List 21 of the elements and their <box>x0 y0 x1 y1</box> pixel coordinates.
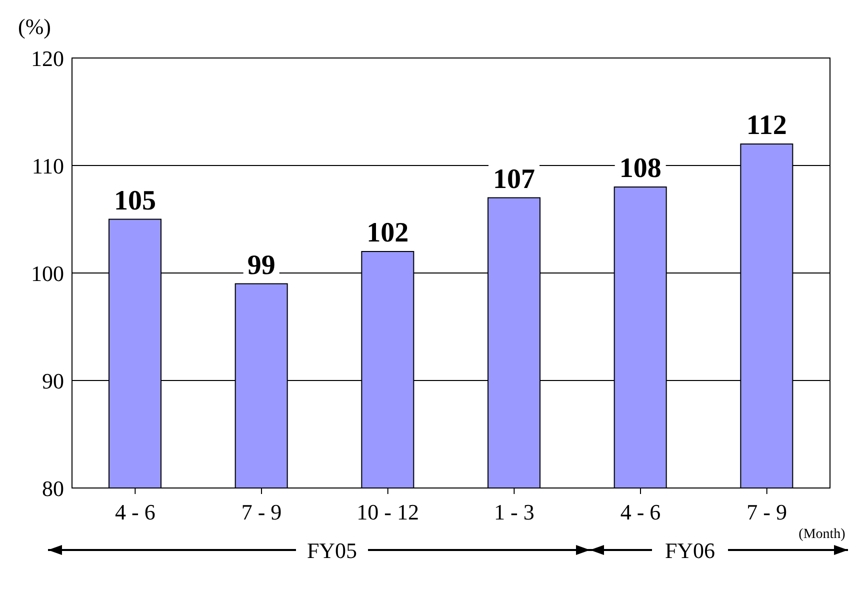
x-tick-label: 4 - 6 <box>115 500 156 525</box>
x-tick-label: 10 - 12 <box>356 500 419 525</box>
data-label: 107 <box>493 164 535 195</box>
y-tick-label: 80 <box>42 476 64 501</box>
y-tick-label: 110 <box>32 153 64 178</box>
text: FY05 <box>306 538 358 563</box>
y-tick-label: 90 <box>42 368 64 394</box>
y-axis-title: (%) <box>18 14 51 39</box>
x-tick-label: 4 - 6 <box>620 500 661 525</box>
x-tick-label: 7 - 9 <box>746 500 787 525</box>
data-label: 112 <box>746 110 787 141</box>
data-label: 102 <box>366 218 409 248</box>
y-tick-label: 120 <box>31 46 64 71</box>
text: (Month) <box>798 527 846 542</box>
y-tick-label: 100 <box>31 260 64 286</box>
x-tick-label: 7 - 9 <box>241 500 282 525</box>
x-tick-label: 1 - 3 <box>494 500 534 525</box>
data-label: 108 <box>619 153 662 184</box>
text: FY06 <box>664 538 716 563</box>
data-label: 105 <box>114 185 156 216</box>
data-label: 99 <box>247 250 276 281</box>
